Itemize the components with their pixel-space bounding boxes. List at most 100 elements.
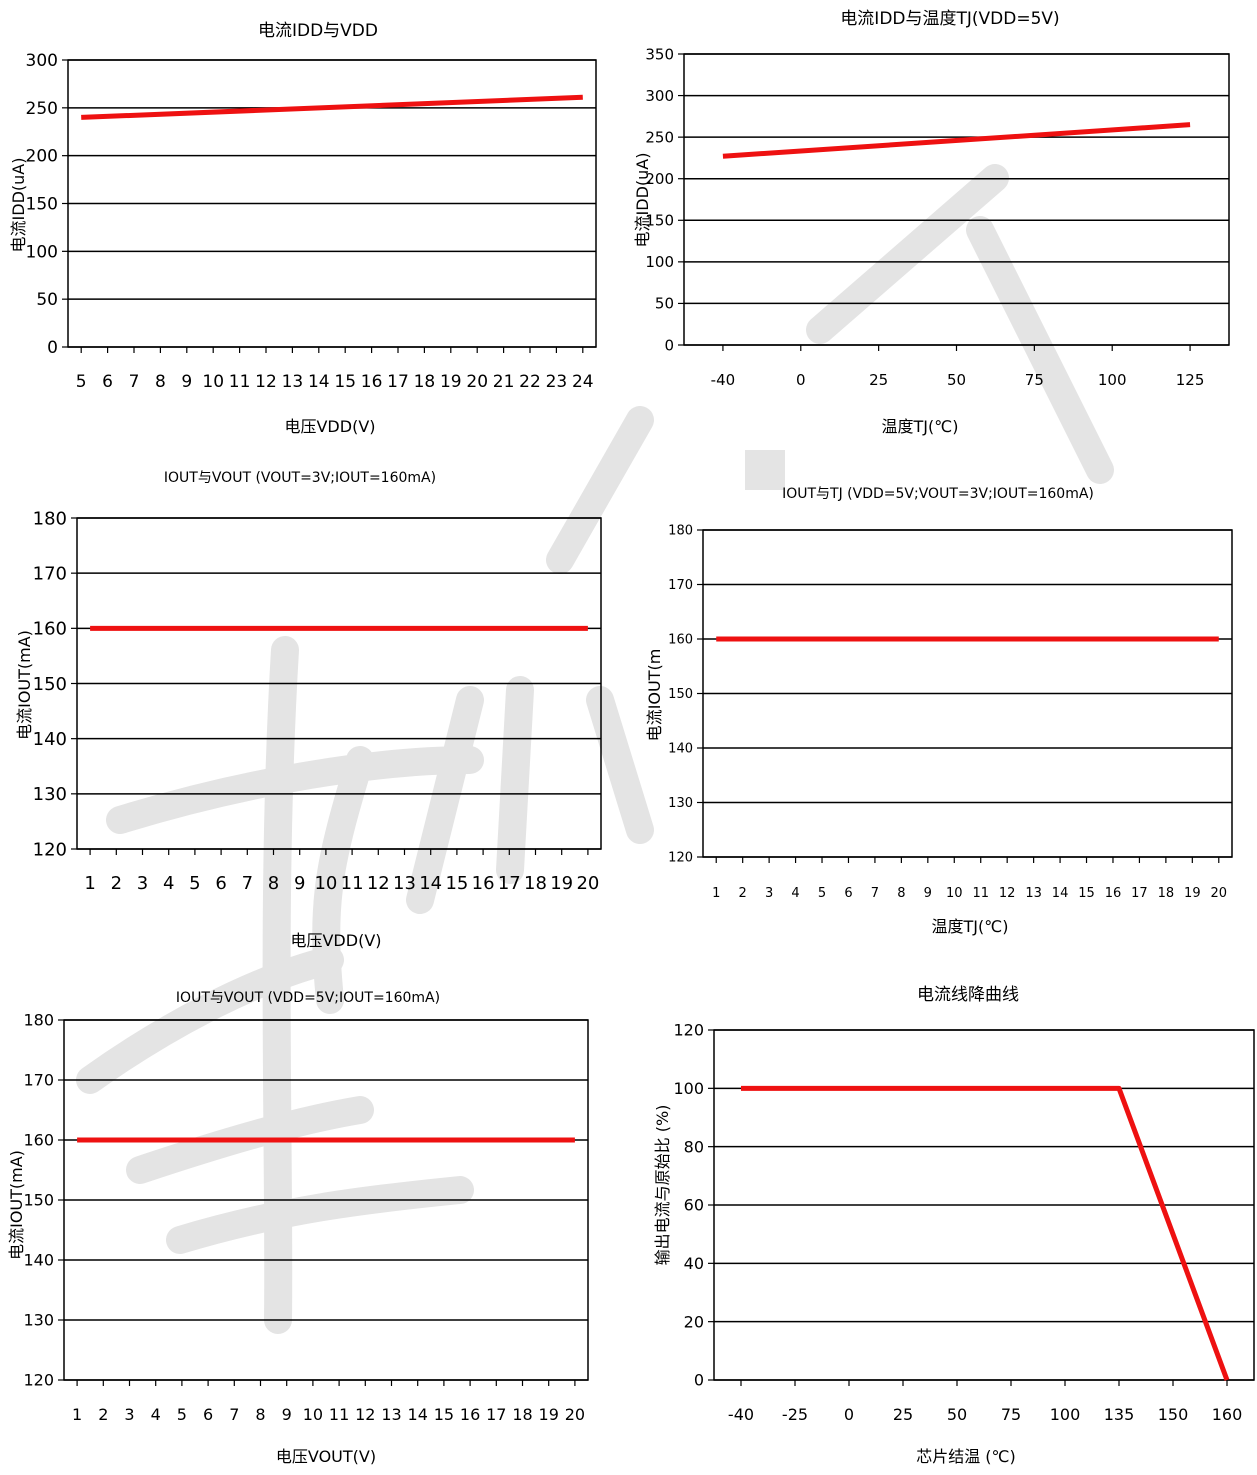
x-tick-label: 12 (355, 1405, 375, 1424)
chart-title: 电流IDD与温度TJ(VDD=5V) (840, 9, 1059, 29)
x-tick-label: 17 (486, 1405, 506, 1424)
x-tick-label: -25 (782, 1405, 808, 1424)
y-tick-label: 40 (684, 1254, 704, 1273)
x-tick-label: 20 (466, 372, 488, 392)
x-tick-label: 10 (946, 886, 963, 901)
x-tick-label: 100 (1098, 371, 1127, 389)
x-tick-label: 6 (102, 372, 113, 392)
y-tick-label: 170 (23, 1071, 54, 1090)
x-tick-label: 19 (1184, 886, 1201, 901)
y-tick-label: 100 (26, 242, 58, 262)
x-tick-label: 18 (1158, 886, 1175, 901)
x-tick-label: 4 (163, 873, 174, 894)
x-tick-label: 1 (72, 1405, 82, 1424)
x-tick-label: 16 (460, 1405, 480, 1424)
x-tick-label: 16 (472, 873, 495, 894)
x-tick-label: 0 (796, 371, 806, 389)
x-tick-label: 11 (329, 1405, 349, 1424)
x-tick-label: 25 (893, 1405, 913, 1424)
x-tick-label: 15 (445, 873, 468, 894)
x-tick-label: 6 (844, 886, 852, 901)
x-tick-label: 13 (282, 372, 304, 392)
x-tick-label: 25 (869, 371, 888, 389)
x-tick-label: 0 (844, 1405, 854, 1424)
x-tick-label: 50 (947, 371, 966, 389)
x-tick-label: 13 (393, 873, 416, 894)
x-tick-label: 6 (215, 873, 226, 894)
y-tick-label: 150 (26, 194, 58, 214)
x-tick-label: 100 (1050, 1405, 1081, 1424)
x-tick-label: 11 (229, 372, 251, 392)
series-line (722, 122, 1191, 159)
x-tick-label: 9 (294, 873, 305, 894)
x-tick-label: 5 (76, 372, 87, 392)
x-tick-label: 5 (818, 886, 826, 901)
y-tick-label: 170 (668, 578, 693, 593)
x-tick-label: 50 (947, 1405, 967, 1424)
y-tick-label: 130 (668, 796, 693, 811)
y-tick-label: 160 (33, 619, 67, 640)
y-tick-label: 150 (23, 1191, 54, 1210)
x-tick-label: 8 (255, 1405, 265, 1424)
x-tick-label: 8 (155, 372, 166, 392)
x-tick-label: 15 (434, 1405, 454, 1424)
x-tick-label: 19 (550, 873, 573, 894)
y-tick-label: 300 (645, 87, 674, 105)
x-tick-label: 8 (268, 873, 279, 894)
x-tick-label: 2 (98, 1405, 108, 1424)
x-tick-label: 14 (408, 1405, 428, 1424)
y-tick-label: 60 (684, 1196, 704, 1215)
x-tick-label: 16 (1105, 886, 1122, 901)
y-tick-label: 50 (655, 295, 674, 313)
x-tick-label: 4 (791, 886, 799, 901)
x-tick-label: 3 (765, 886, 773, 901)
x-tick-label: 150 (1158, 1405, 1189, 1424)
x-tick-label: 14 (419, 873, 442, 894)
x-tick-label: 6 (203, 1405, 213, 1424)
x-tick-label: -40 (728, 1405, 754, 1424)
chart-current-derating: 0 20 40 60 80 100 120 -40 -25 0 25 50 75 100 135 150 160… (653, 985, 1255, 1466)
x-axis-label: 温度TJ(℃) (932, 917, 1009, 936)
y-tick-label: 120 (23, 1371, 54, 1390)
y-tick-label: 20 (684, 1312, 704, 1331)
x-tick-label: 135 (1104, 1405, 1135, 1424)
y-tick-label: 130 (23, 1311, 54, 1330)
x-tick-label: 125 (1176, 371, 1205, 389)
x-tick-label: 18 (414, 372, 436, 392)
x-tick-label: 7 (242, 873, 253, 894)
y-tick-label: 180 (668, 524, 693, 539)
y-tick-label: 80 (684, 1137, 704, 1156)
y-tick-label: 150 (645, 212, 674, 230)
y-tick-label: 150 (668, 687, 693, 702)
x-tick-label: 13 (381, 1405, 401, 1424)
x-tick-label: 10 (202, 372, 224, 392)
y-axis-label: 电流IDD(uA) (9, 158, 28, 253)
chart-title: IOUT与VOUT (VOUT=3V;IOUT=160mA) (164, 470, 436, 486)
x-tick-label: 12 (255, 372, 277, 392)
chart-idd-vs-temperature: 0 50 100 150 200 250 300 350 -40 0 25 50 75 100 125 电流I… (633, 9, 1230, 436)
series-line (81, 94, 583, 120)
x-tick-label: 17 (387, 372, 409, 392)
x-tick-label: 18 (524, 873, 547, 894)
y-tick-label: 250 (645, 128, 674, 146)
y-tick-label: 150 (33, 674, 67, 695)
x-tick-label: 9 (924, 886, 932, 901)
y-tick-label: 0 (47, 338, 58, 358)
x-tick-label: 19 (440, 372, 462, 392)
y-tick-label: 120 (33, 839, 67, 860)
y-tick-label: 0 (694, 1371, 704, 1390)
chart-title: 电流线降曲线 (917, 985, 1019, 1005)
x-tick-label: 1 (84, 873, 95, 894)
x-tick-label: 23 (546, 372, 568, 392)
y-tick-label: 160 (668, 633, 693, 648)
y-axis-label: 电流IOUT(mA) (15, 630, 34, 740)
x-tick-label: 75 (1025, 371, 1044, 389)
chart-title: 电流IDD与VDD (258, 21, 378, 41)
x-tick-label: 15 (334, 372, 356, 392)
y-tick-label: 160 (23, 1131, 54, 1150)
x-tick-label: 14 (1052, 886, 1069, 901)
x-tick-label: 14 (308, 372, 330, 392)
y-tick-label: 120 (673, 1021, 704, 1040)
